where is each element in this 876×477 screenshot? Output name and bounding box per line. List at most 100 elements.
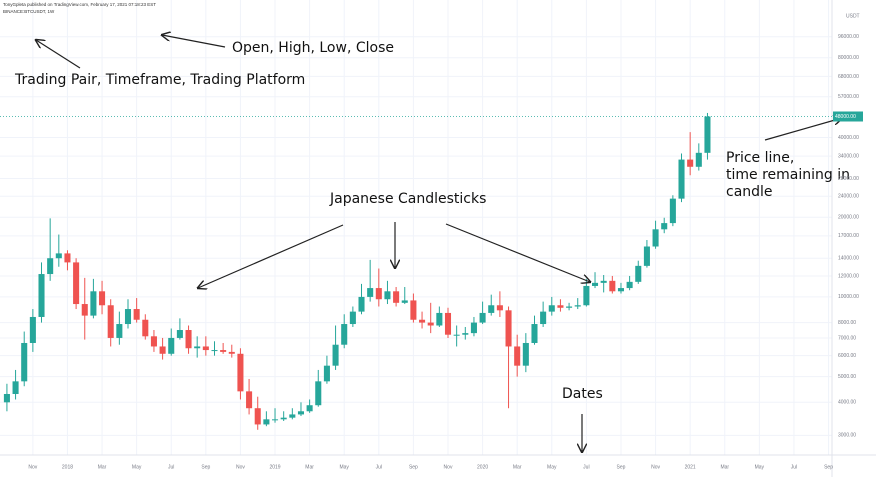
- candle-body: [687, 159, 694, 167]
- x-tick-label: May: [339, 464, 349, 470]
- y-tick-label: 40000.00: [838, 135, 859, 141]
- candle-body: [116, 324, 123, 338]
- y-tick-label: 14000.00: [838, 256, 859, 262]
- candle-body: [272, 419, 279, 421]
- annotation: Japanese Candlesticks: [329, 191, 486, 207]
- candle-body: [609, 280, 616, 292]
- x-tick-label: Nov: [444, 464, 453, 470]
- y-tick-label: 20000.00: [838, 215, 859, 221]
- y-tick-label: 96000.00: [838, 34, 859, 40]
- arrow: [36, 40, 81, 69]
- candle-body: [185, 330, 192, 349]
- y-tick-label: 6000.00: [838, 353, 856, 359]
- candle-body: [704, 116, 711, 153]
- annotation: Open, High, Low, Close: [232, 40, 394, 56]
- x-tick-label: Sep: [409, 464, 418, 470]
- candle-body: [159, 346, 166, 354]
- arrow: [162, 35, 226, 48]
- candle-body: [367, 288, 374, 297]
- candle-body: [548, 305, 555, 312]
- candle-body: [254, 408, 261, 425]
- candle-body: [626, 281, 633, 289]
- y-tick-label: 28000.00: [838, 176, 859, 182]
- arrow: [198, 224, 344, 288]
- candle-body: [263, 419, 270, 425]
- candle-body: [358, 296, 365, 312]
- candle-body: [643, 246, 650, 266]
- candle-body: [168, 337, 175, 354]
- x-tick-label: 2019: [269, 464, 280, 470]
- annotation: Price line,: [726, 150, 794, 166]
- candle-body: [453, 334, 460, 336]
- x-tick-label: Mar: [305, 464, 314, 470]
- x-tick-label: Jul: [376, 464, 382, 470]
- y-tick-label: 5000.00: [838, 374, 856, 380]
- candle-body: [133, 309, 140, 320]
- candle-body: [55, 253, 62, 259]
- candle-body: [150, 336, 157, 347]
- candle-body: [202, 346, 209, 351]
- candle-body: [332, 344, 339, 366]
- candle-body: [566, 306, 573, 308]
- annotation: Dates: [562, 386, 603, 402]
- y-tick-label: 68000.00: [838, 74, 859, 80]
- x-tick-label: May: [132, 464, 142, 470]
- y-tick-label: 57000.00: [838, 94, 859, 100]
- candle-body: [600, 280, 607, 283]
- candle-body: [341, 324, 348, 345]
- candle-body: [427, 322, 434, 326]
- header-line: TonyGpleta published on TradingView.com,…: [3, 2, 156, 7]
- candle-body: [176, 330, 183, 338]
- candle-body: [29, 316, 36, 343]
- candle-body: [246, 391, 253, 409]
- candle-body: [557, 305, 564, 308]
- price-label: 48000.00: [835, 114, 856, 120]
- candle-body: [617, 288, 624, 292]
- candle-body: [436, 312, 443, 326]
- candle-body: [228, 351, 235, 354]
- y-tick-label: 3000.00: [838, 433, 856, 439]
- axis-unit: USDT: [846, 13, 860, 19]
- candle-body: [21, 342, 28, 382]
- candle-body: [652, 229, 659, 247]
- candle-body: [401, 300, 408, 303]
- x-tick-label: Sep: [824, 464, 833, 470]
- candle-body: [514, 346, 521, 366]
- candle-body: [211, 350, 218, 352]
- candle-body: [574, 305, 581, 307]
- header-symbol: BINANCE:BTCUSDT, 1W: [3, 9, 55, 14]
- candle-body: [522, 342, 529, 366]
- x-tick-label: Nov: [236, 464, 245, 470]
- candle-body: [410, 300, 417, 320]
- candle-body: [479, 312, 486, 323]
- x-tick-label: Jul: [791, 464, 797, 470]
- candle-body: [470, 322, 477, 334]
- x-tick-label: May: [547, 464, 557, 470]
- candle-body: [505, 310, 512, 347]
- candle-body: [81, 304, 88, 316]
- candle-body: [349, 311, 356, 325]
- x-tick-label: Mar: [720, 464, 729, 470]
- annotation: candle: [726, 184, 773, 200]
- arrow: [764, 118, 842, 141]
- x-tick-label: May: [755, 464, 765, 470]
- x-tick-label: 2020: [477, 464, 488, 470]
- x-tick-label: Sep: [617, 464, 626, 470]
- candle-body: [635, 265, 642, 282]
- y-tick-label: 80000.00: [838, 55, 859, 61]
- y-tick-label: 17000.00: [838, 233, 859, 239]
- candle-body: [592, 282, 599, 286]
- candle-body: [124, 309, 132, 325]
- candle-body: [306, 405, 313, 412]
- x-tick-label: Mar: [98, 464, 107, 470]
- x-tick-label: Nov: [651, 464, 660, 470]
- y-tick-label: 8000.00: [838, 320, 856, 326]
- candle-body: [237, 353, 244, 392]
- y-tick-label: 4000.00: [838, 400, 856, 406]
- candles: [3, 112, 711, 430]
- candle-body: [393, 291, 400, 303]
- candle-body: [678, 159, 685, 199]
- candle-body: [194, 346, 201, 349]
